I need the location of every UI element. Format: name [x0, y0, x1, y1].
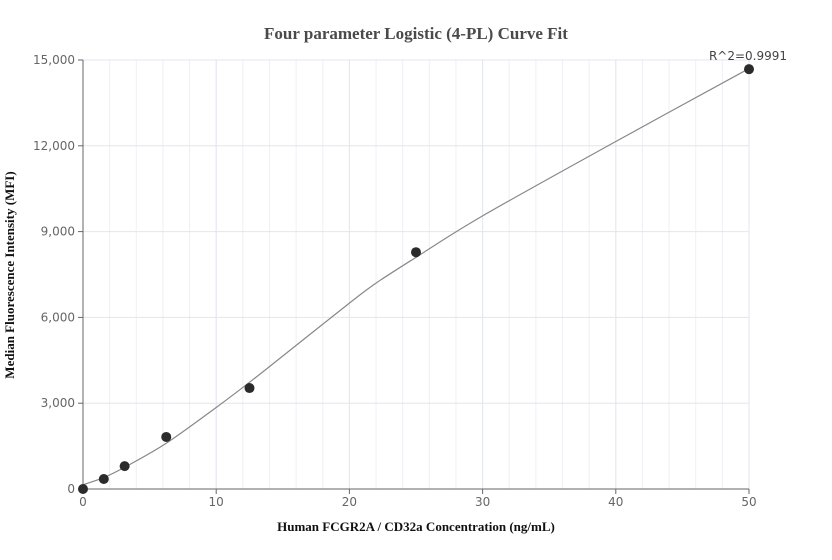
data-point [78, 484, 88, 494]
x-tick-label: 20 [342, 495, 357, 509]
y-axis-label: Median Fluorescence Intensity (MFI) [2, 171, 17, 378]
y-tick-label: 9,000 [41, 225, 75, 239]
tick-labels: 0 3,000 6,000 9,000 12,000 15,000 0 10 20 30 40 50 [33, 53, 757, 509]
data-point [411, 247, 421, 258]
chart-title: Four parameter Logistic (4-PL) Curve Fit [264, 24, 568, 43]
y-tick-label: 12,000 [33, 139, 75, 153]
data-point [244, 383, 255, 394]
y-tick-label: 0 [67, 482, 75, 496]
x-axis-label: Human FCGR2A / CD32a Concentration (ng/m… [277, 519, 555, 534]
data-point [161, 431, 172, 442]
y-tick-label: 6,000 [41, 310, 75, 324]
x-tick-label: 30 [475, 495, 490, 509]
data-points [78, 64, 754, 494]
fit-curve [82, 68, 750, 486]
y-tick-label: 15,000 [33, 53, 75, 67]
y-tick-label: 3,000 [41, 396, 75, 410]
grid [82, 59, 750, 490]
x-tick-label: 40 [608, 495, 623, 509]
data-point [98, 473, 109, 484]
data-point [744, 64, 754, 75]
x-tick-label: 0 [79, 495, 87, 509]
axes [78, 59, 750, 494]
x-tick-label: 50 [741, 495, 756, 509]
x-tick-label: 10 [209, 495, 224, 509]
r-squared-annotation: R^2=0.9991 [709, 49, 787, 63]
data-point [119, 461, 130, 472]
